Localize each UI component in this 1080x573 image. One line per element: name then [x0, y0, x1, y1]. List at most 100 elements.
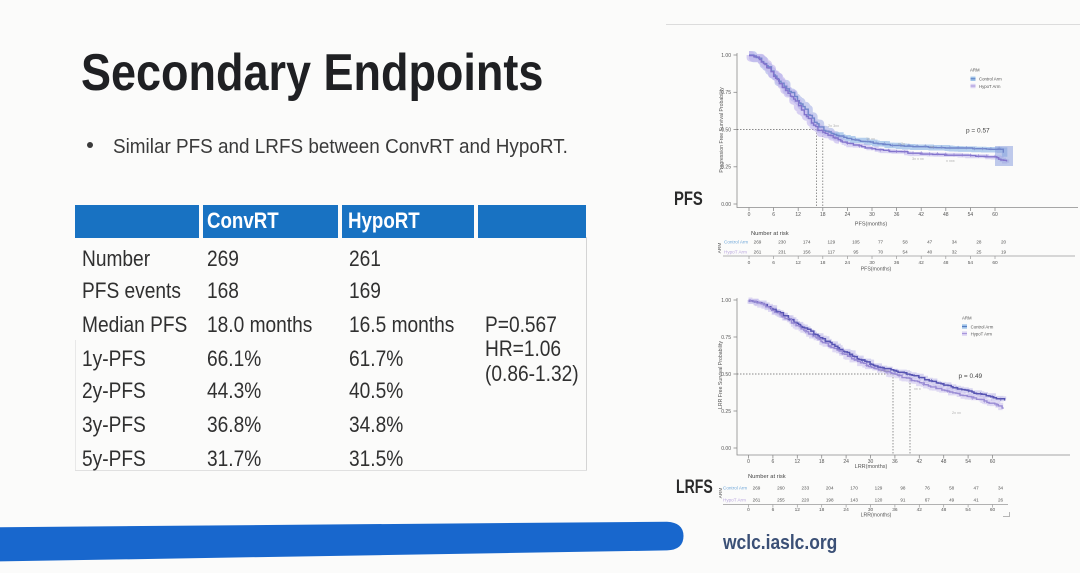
svg-text:67: 67	[925, 498, 931, 503]
svg-text:98: 98	[900, 486, 906, 491]
svg-text:18: 18	[819, 507, 825, 513]
svg-text:HypoT Arm: HypoT Arm	[723, 498, 746, 503]
svg-text:269: 269	[754, 240, 762, 245]
svg-text:1.00: 1.00	[721, 53, 731, 59]
svg-text:0.75: 0.75	[721, 335, 731, 341]
svg-text:32: 32	[952, 250, 958, 255]
svg-text:77: 77	[878, 240, 884, 245]
svg-text:LRR Free Survival Probability: LRR Free Survival Probability	[718, 341, 724, 409]
svg-text:1.00: 1.00	[721, 298, 731, 304]
svg-text:60: 60	[992, 260, 998, 266]
svg-text:231: 231	[778, 250, 786, 255]
svg-text:230: 230	[778, 240, 786, 245]
svg-text:30: 30	[869, 260, 875, 266]
svg-text:156: 156	[803, 250, 811, 255]
svg-text:24: 24	[843, 459, 849, 465]
svg-text:47: 47	[974, 486, 980, 491]
svg-text:ARM: ARM	[970, 68, 980, 73]
svg-text:HypoT Arm: HypoT Arm	[724, 250, 747, 255]
svg-text:x 2xx: x 2xx	[880, 369, 889, 373]
svg-text:PFS(months): PFS(months)	[855, 222, 888, 228]
svg-text:261: 261	[753, 498, 761, 503]
svg-text:18: 18	[820, 260, 826, 266]
svg-text:255: 255	[777, 498, 785, 503]
svg-text:0.00: 0.00	[721, 202, 731, 208]
svg-text:2x xx: 2x xx	[952, 411, 961, 415]
svg-text:129: 129	[827, 240, 835, 245]
svg-text:2x 3xx: 2x 3xx	[828, 124, 839, 128]
svg-text:34: 34	[952, 240, 958, 245]
svg-text:269: 269	[753, 486, 761, 491]
svg-text:Control Arm: Control Arm	[724, 240, 748, 245]
svg-text:40: 40	[927, 250, 933, 255]
svg-text:0.50: 0.50	[721, 372, 731, 378]
svg-text:42: 42	[918, 212, 924, 218]
svg-text:58: 58	[949, 486, 955, 491]
svg-text:95: 95	[853, 250, 859, 255]
svg-text:6: 6	[772, 260, 775, 266]
svg-text:18: 18	[819, 459, 825, 465]
svg-text:x 2x: x 2x	[898, 142, 905, 146]
svg-text:105: 105	[852, 240, 860, 245]
svg-text:60: 60	[992, 212, 998, 218]
svg-text:204: 204	[826, 486, 834, 491]
svg-text:36: 36	[892, 459, 898, 465]
svg-text:Control Arm: Control Arm	[971, 324, 994, 329]
svg-text:HypoT Arm: HypoT Arm	[979, 84, 1001, 89]
svg-text:42: 42	[917, 507, 923, 513]
svg-text:0.75: 0.75	[721, 90, 731, 96]
svg-text:PFS(months): PFS(months)	[861, 267, 892, 273]
svg-text:xx: xx	[930, 145, 934, 149]
svg-text:ARM: ARM	[717, 243, 723, 254]
svg-text:260: 260	[777, 486, 785, 491]
svg-text:129: 129	[875, 486, 883, 491]
svg-text:70: 70	[878, 250, 884, 255]
svg-text:Number at risk: Number at risk	[748, 474, 786, 480]
svg-text:0.00: 0.00	[721, 446, 731, 452]
svg-text:25: 25	[976, 250, 982, 255]
svg-text:48: 48	[943, 260, 949, 266]
svg-text:20: 20	[1001, 240, 1007, 245]
svg-text:ARM: ARM	[962, 316, 972, 321]
svg-text:48: 48	[941, 507, 947, 513]
svg-text:54: 54	[965, 459, 971, 465]
svg-text:47: 47	[927, 240, 933, 245]
svg-text:30: 30	[869, 212, 875, 218]
svg-text:12: 12	[795, 507, 801, 513]
svg-text:p = 0.57: p = 0.57	[966, 128, 990, 135]
svg-text:36: 36	[892, 507, 898, 513]
svg-text:41: 41	[974, 498, 980, 503]
svg-text:42: 42	[919, 260, 925, 266]
svg-text:p = 0.49: p = 0.49	[959, 373, 983, 380]
svg-text:170: 170	[850, 486, 858, 491]
svg-text:ARM: ARM	[718, 488, 724, 499]
svg-text:48: 48	[941, 459, 947, 465]
svg-text:12: 12	[796, 260, 802, 266]
svg-text:0: 0	[748, 260, 751, 266]
svg-text:0.25: 0.25	[721, 409, 731, 415]
svg-text:6: 6	[772, 507, 775, 513]
svg-text:60: 60	[990, 459, 996, 465]
svg-text:220: 220	[801, 498, 809, 503]
svg-text:24: 24	[845, 260, 851, 266]
svg-text:58: 58	[903, 240, 909, 245]
svg-text:24: 24	[843, 507, 849, 513]
svg-text:48: 48	[943, 212, 949, 218]
svg-text:19: 19	[1001, 250, 1007, 255]
svg-text:6: 6	[772, 212, 775, 218]
svg-text:18: 18	[820, 212, 826, 218]
svg-text:6: 6	[772, 459, 775, 465]
svg-text:143: 143	[850, 498, 858, 503]
svg-text:54: 54	[965, 507, 971, 513]
svg-text:26: 26	[998, 498, 1004, 503]
svg-text:49: 49	[949, 498, 955, 503]
svg-text:120: 120	[875, 498, 883, 503]
svg-text:0: 0	[748, 212, 751, 218]
svg-text:1x xx: 1x xx	[866, 137, 875, 141]
svg-text:24: 24	[845, 212, 851, 218]
svg-text:60: 60	[990, 507, 996, 513]
svg-text:0.25: 0.25	[721, 165, 731, 171]
svg-text:LRR(months): LRR(months)	[861, 513, 892, 519]
svg-text:Number at risk: Number at risk	[751, 231, 789, 237]
svg-text:117: 117	[828, 250, 836, 255]
